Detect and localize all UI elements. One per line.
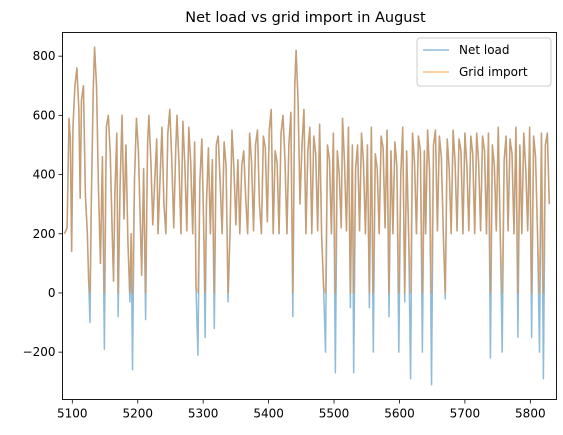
x-tick-label: 5400 — [253, 407, 284, 421]
x-tick-label: 5500 — [319, 407, 350, 421]
x-tick-label: 5300 — [188, 407, 219, 421]
series-layer — [63, 46, 551, 386]
axes-frame — [62, 32, 557, 400]
y-tick-label: 0 — [48, 286, 56, 300]
x-tick-label: 5700 — [450, 407, 481, 421]
legend-label-net-load: Net load — [459, 43, 510, 57]
x-tick-label: 5600 — [384, 407, 415, 421]
y-tick-label: 800 — [33, 49, 56, 63]
chart-title: Net load vs grid import in August — [185, 10, 426, 26]
y-axis: −200 0 200 400 600 800 — [23, 49, 63, 359]
x-tick-label: 5100 — [57, 407, 88, 421]
x-axis: 5100 5200 5300 5400 5500 5600 5700 5800 — [57, 399, 546, 421]
x-tick-label: 5800 — [515, 407, 546, 421]
plot-area: 5100 5200 5300 5400 5500 5600 5700 5800 −200 0 20… — [23, 32, 557, 421]
x-tick-label: 5200 — [122, 407, 153, 421]
legend-label-grid-import: Grid import — [459, 65, 528, 79]
legend-frame — [416, 37, 552, 87]
y-tick-label: 200 — [33, 227, 56, 241]
y-tick-label: −200 — [23, 345, 56, 359]
y-tick-label: 600 — [33, 108, 56, 122]
y-tick-label: 400 — [33, 168, 56, 182]
legend: Net load Grid import — [416, 37, 552, 87]
series-line-grid-import — [63, 46, 551, 294]
